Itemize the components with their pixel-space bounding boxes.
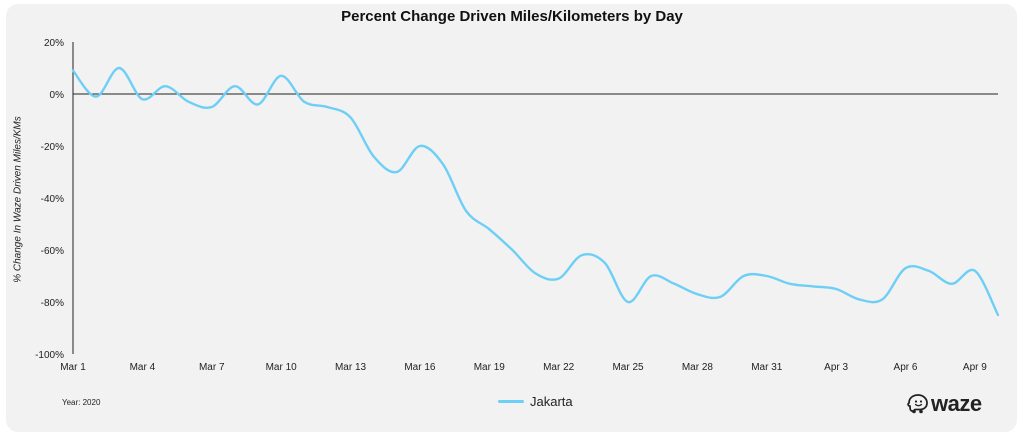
x-tick-label: Mar 28 — [682, 362, 714, 373]
series-line-jakarta — [71, 66, 1000, 317]
y-tick-label: -100% — [35, 350, 64, 361]
x-tick-label: Mar 10 — [266, 362, 298, 373]
y-tick-label: -80% — [41, 298, 64, 309]
x-tick-label: Mar 19 — [474, 362, 506, 373]
legend-swatch — [498, 400, 524, 403]
chart-title: Percent Change Driven Miles/Kilometers b… — [341, 8, 683, 25]
x-tick-label: Mar 1 — [60, 362, 86, 373]
legend-label: Jakarta — [530, 394, 573, 409]
y-tick-label: -60% — [41, 246, 64, 257]
y-axis-label: % Change In Waze Driven Miles/KMs — [12, 116, 24, 283]
x-tick-label: Mar 16 — [404, 362, 436, 373]
y-tick-label: -40% — [41, 194, 64, 205]
x-tick-label: Mar 7 — [199, 362, 225, 373]
waze-logo-text: waze — [931, 391, 982, 416]
legend: Jakarta — [498, 394, 573, 409]
waze-ghost-icon — [907, 394, 928, 414]
y-tick-label: 0% — [50, 90, 65, 101]
x-tick-label: Mar 4 — [130, 362, 156, 373]
x-tick-label: Apr 9 — [963, 362, 987, 373]
x-tick-label: Apr 3 — [824, 362, 848, 373]
x-tick-label: Apr 6 — [894, 362, 918, 373]
y-tick-label: -20% — [41, 142, 64, 153]
x-tick-label: Mar 22 — [543, 362, 575, 373]
x-tick-label: Mar 25 — [612, 362, 644, 373]
waze-logo: waze — [906, 391, 982, 417]
x-tick-label: Mar 13 — [335, 362, 367, 373]
year-note: Year: 2020 — [62, 398, 101, 407]
x-tick-label: Mar 31 — [751, 362, 783, 373]
chart-card — [6, 4, 1017, 432]
y-tick-label: 20% — [44, 38, 64, 49]
